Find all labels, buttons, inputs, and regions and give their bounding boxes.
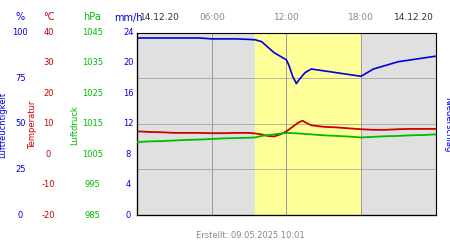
Text: 12:00: 12:00 (274, 14, 299, 22)
Text: 1025: 1025 (82, 89, 103, 98)
Text: 0: 0 (46, 150, 51, 159)
Text: -20: -20 (42, 210, 55, 220)
Text: Temperatur: Temperatur (28, 101, 37, 149)
Text: 16: 16 (123, 89, 134, 98)
Text: 50: 50 (15, 119, 26, 128)
Text: 0: 0 (18, 210, 23, 220)
Text: -10: -10 (42, 180, 55, 189)
Text: Luftfeuchtigkeit: Luftfeuchtigkeit (0, 92, 7, 158)
Text: 30: 30 (43, 58, 54, 68)
Text: 06:00: 06:00 (199, 14, 225, 22)
Text: °C: °C (43, 12, 54, 22)
Text: 995: 995 (85, 180, 100, 189)
Text: 8: 8 (126, 150, 131, 159)
Text: 20: 20 (123, 58, 134, 68)
Text: 4: 4 (126, 180, 131, 189)
Text: 100: 100 (13, 28, 28, 37)
Text: 24: 24 (123, 28, 134, 37)
Text: 14.12.20: 14.12.20 (393, 14, 433, 22)
Text: 12: 12 (123, 119, 134, 128)
Text: hPa: hPa (83, 12, 101, 22)
Text: 1005: 1005 (82, 150, 103, 159)
Text: 18:00: 18:00 (348, 14, 374, 22)
Text: Niederschlag: Niederschlag (443, 97, 450, 153)
Text: 1045: 1045 (82, 28, 103, 37)
Text: mm/h: mm/h (114, 12, 143, 22)
Text: %: % (16, 12, 25, 22)
Bar (255, 32, 361, 215)
Text: 10: 10 (43, 119, 54, 128)
Text: 1015: 1015 (82, 119, 103, 128)
Text: 20: 20 (43, 89, 54, 98)
Text: 1035: 1035 (82, 58, 103, 68)
Text: 25: 25 (15, 165, 26, 174)
Text: 985: 985 (84, 210, 100, 220)
Text: 75: 75 (15, 74, 26, 82)
Text: Erstellt: 09.05.2025 10:01: Erstellt: 09.05.2025 10:01 (196, 231, 305, 240)
Text: 40: 40 (43, 28, 54, 37)
Text: 0: 0 (126, 210, 131, 220)
Text: 14.12.20: 14.12.20 (140, 14, 180, 22)
Text: Luftdruck: Luftdruck (70, 105, 79, 145)
